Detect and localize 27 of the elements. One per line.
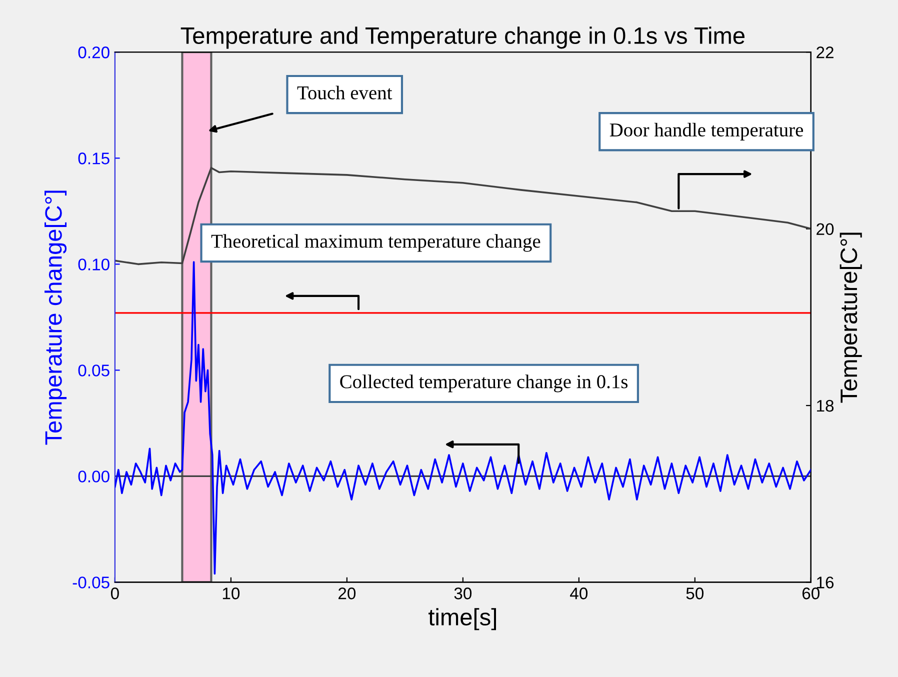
y2-tick-label: 18 [817,400,834,412]
y-tick-label: 0.00 [78,470,110,482]
annotation: Theoretical maximum temperature change [211,234,540,252]
x-tick-label: 60 [802,588,820,600]
y-axis-title: Temperature change[C°] [44,190,67,445]
x-tick-label: 0 [110,588,119,600]
x-tick-label: 20 [338,588,356,600]
line-series [114,261,811,575]
x-tick-label: 40 [570,588,588,600]
x-tick-label: 10 [222,588,240,600]
y2-tick-label: 20 [816,223,834,236]
y2-axis-title: Temperature[C°] [840,232,862,403]
x-axis-title: time[s] [428,608,496,630]
y-tick-label: 0.15 [78,152,110,164]
annotation: Touch event [297,86,392,100]
chart-title: Temperature and Temperature change in 0.1s vs Time [180,26,745,49]
x-tick-label: 30 [454,588,472,600]
annotation: Collected temperature change in 0.1s [340,374,628,392]
y-tick-label: 0.20 [78,46,110,58]
y2-tick-label: 16 [817,576,834,588]
y2-tick-label: 22 [816,46,834,58]
x-tick-label: 50 [686,588,704,600]
annotation: Door handle temperature [610,122,804,140]
y-tick-label: 0.05 [78,364,110,376]
y-tick-label: 0.10 [78,258,110,270]
line-series [114,166,811,266]
y-tick-label: -0.05 [72,576,110,588]
